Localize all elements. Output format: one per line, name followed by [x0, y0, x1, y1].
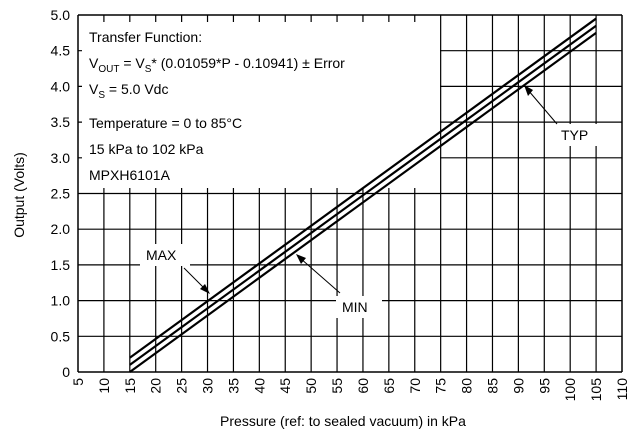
- x-tick-label: 25: [174, 378, 190, 394]
- x-tick-label: 80: [459, 378, 475, 394]
- min-label-bg: [336, 296, 382, 318]
- typ-pointer: [527, 89, 558, 125]
- x-tick-label: 15: [122, 378, 138, 394]
- typ-label-bg: [554, 124, 600, 146]
- y-tick-label: 0.5: [51, 328, 71, 344]
- vout-sub: OUT: [98, 64, 119, 75]
- y-tick-label: 5.0: [51, 7, 71, 23]
- x-tick-label: 10: [96, 378, 112, 394]
- annotation-line-1: Transfer Function:: [89, 29, 202, 45]
- y-tick-label: 4.0: [51, 78, 71, 94]
- max-arrow-icon: [200, 284, 210, 294]
- vout-mid: = V: [119, 55, 145, 71]
- y-tick-label: 2.5: [51, 186, 71, 202]
- annotation-box: [82, 22, 440, 188]
- x-tick-label: 45: [277, 378, 293, 394]
- x-axis-title: Pressure (ref: to sealed vacuum) in kPa: [220, 413, 466, 429]
- annotation-line-6: MPXH6101A: [89, 167, 171, 183]
- x-tick-label: 85: [484, 378, 500, 394]
- x-tick-label: 20: [148, 378, 164, 394]
- series-line-max: [129, 17, 597, 359]
- chart-ticks: 5 10 15 20 25 30 35 40 45 50 55 60 65 70 75 80 85 90 95 100…: [51, 7, 627, 401]
- y-tick-label: 0: [62, 364, 70, 380]
- annotation-line-5: 15 kPa to 102 kPa: [89, 141, 204, 157]
- vs-sub: S: [145, 64, 152, 75]
- x-tick-label: 60: [355, 378, 371, 394]
- series-line-typ: [129, 24, 597, 366]
- min-label: MIN: [342, 299, 368, 315]
- y-tick-label: 1.0: [51, 293, 71, 309]
- typ-arrow-icon: [524, 85, 533, 96]
- max-label-bg: [140, 244, 190, 266]
- y-axis-title: Output (Volts): [11, 152, 27, 238]
- vout-rest: * (0.01059*P - 0.10941) ± Error: [151, 55, 345, 71]
- series-line-min: [129, 31, 597, 373]
- x-tick-label: 30: [200, 378, 216, 394]
- x-tick-label: 95: [536, 378, 552, 394]
- max-label: MAX: [146, 247, 177, 263]
- vout-v: V: [89, 55, 99, 71]
- annotation-line-3: VS = 5.0 Vdc: [89, 81, 168, 101]
- x-tick-label: 75: [433, 378, 449, 394]
- y-tick-label: 3.5: [51, 114, 71, 130]
- y-tick-label: 1.5: [51, 257, 71, 273]
- x-tick-label: 110: [614, 378, 627, 401]
- annotation-line-2: VOUT = VS* (0.01059*P - 0.10941) ± Error: [89, 55, 345, 75]
- x-tick-label: 35: [225, 378, 241, 394]
- x-tick-label: 105: [588, 378, 604, 402]
- min-arrow-icon: [296, 254, 306, 264]
- y-tick-label: 3.0: [51, 150, 71, 166]
- x-tick-label: 100: [562, 378, 578, 402]
- typ-label: TYP: [561, 127, 588, 143]
- x-tick-label: 5: [70, 378, 86, 386]
- annotation-text: Transfer Function: VOUT = VS* (0.01059*P…: [89, 29, 345, 183]
- annotation-line-4: Temperature = 0 to 85°C: [89, 115, 242, 131]
- x-tick-label: 55: [329, 378, 345, 394]
- max-pointer: [183, 267, 207, 291]
- min-pointer: [299, 257, 341, 294]
- x-tick-label: 50: [303, 378, 319, 394]
- x-tick-label: 40: [251, 378, 267, 394]
- x-tick-label: 90: [510, 378, 526, 394]
- chart-series: [129, 17, 597, 373]
- y-tick-label: 4.5: [51, 43, 71, 59]
- y-tick-label: 2.0: [51, 221, 71, 237]
- x-tick-label: 65: [381, 378, 397, 394]
- x-tick-label: 70: [407, 378, 423, 394]
